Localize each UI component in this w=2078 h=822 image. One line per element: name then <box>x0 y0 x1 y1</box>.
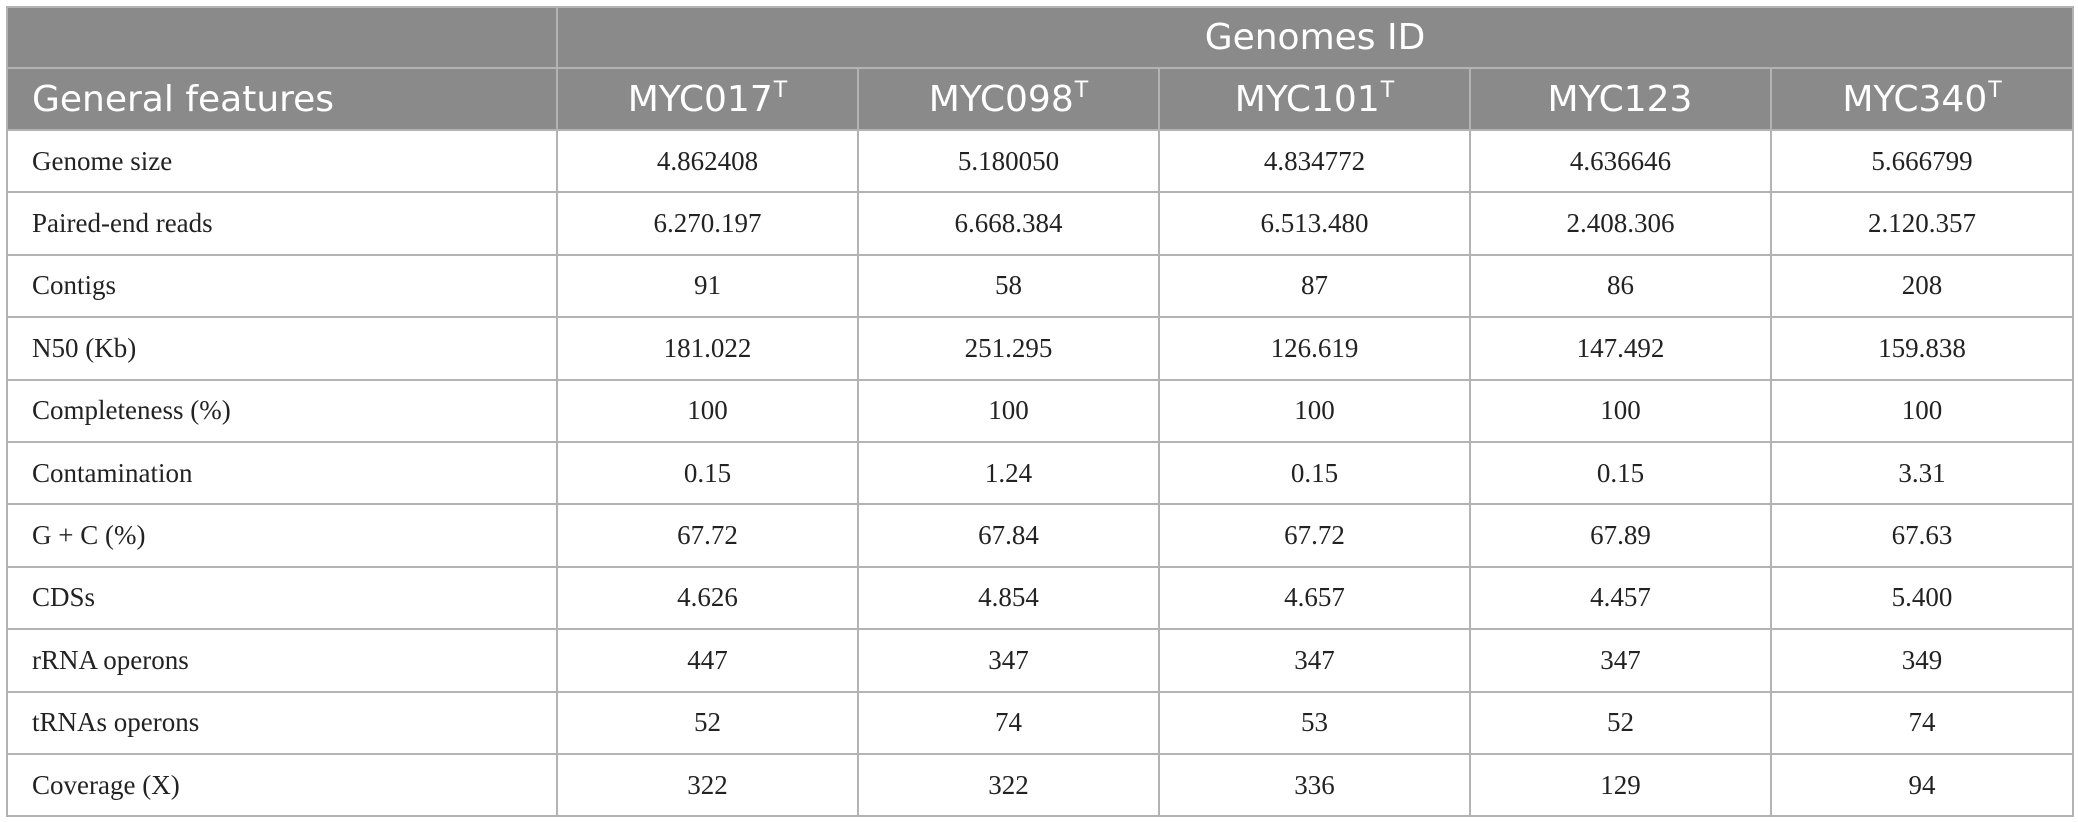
group-header-row: Genomes ID <box>6 6 2075 69</box>
table-cell: 208 <box>1769 253 2075 319</box>
table-row: tRNAs operons 52 74 53 52 74 <box>6 690 2075 755</box>
table-cell: 5.400 <box>1769 565 2075 631</box>
table-row: Genome size 4.862408 5.180050 4.834772 4.636… <box>6 128 2075 194</box>
table-cell: 4.457 <box>1469 565 1772 631</box>
table-cell: 2.408.306 <box>1469 191 1772 256</box>
row-label: Genome size <box>6 128 558 194</box>
column-header-id: MYC017 <box>627 79 773 120</box>
row-label: Contamination <box>6 440 558 506</box>
column-header-row: General features MYC017T MYC098T MYC101T… <box>6 67 2075 131</box>
table-row: rRNA operons 447 347 347 347 349 <box>6 628 2075 693</box>
table-cell: 3.31 <box>1769 440 2075 506</box>
table-cell: 67.84 <box>857 503 1160 568</box>
table-cell: 86 <box>1469 253 1772 319</box>
table-cell: 4.626 <box>556 565 859 631</box>
table-cell: 100 <box>1158 378 1471 443</box>
column-header: MYC123 <box>1469 67 1772 131</box>
column-header-id: MYC123 <box>1547 79 1693 120</box>
table-cell: 126.619 <box>1158 316 1471 381</box>
table-cell: 0.15 <box>556 440 859 506</box>
table-cell: 67.72 <box>1158 503 1471 568</box>
table-cell: 5.180050 <box>857 128 1160 194</box>
table-body: Genome size 4.862408 5.180050 4.834772 4.636… <box>6 128 2075 818</box>
table-cell: 347 <box>1469 628 1772 693</box>
table-cell: 6.270.197 <box>556 191 859 256</box>
table-cell: 159.838 <box>1769 316 2075 381</box>
row-label: CDSs <box>6 565 558 631</box>
table-row: Completeness (%) 100 100 100 100 100 <box>6 378 2075 443</box>
row-label: Coverage (X) <box>6 752 558 818</box>
table-row: Contigs 91 58 87 86 208 <box>6 253 2075 319</box>
genome-features-table: Genomes ID General features MYC017T MYC0… <box>6 6 2075 818</box>
table-row: Coverage (X) 322 322 336 129 94 <box>6 752 2075 818</box>
type-strain-superscript: T <box>1988 78 2002 103</box>
genomes-id-header: Genomes ID <box>555 6 2075 69</box>
column-header: MYC098T <box>857 67 1160 131</box>
table-cell: 6.668.384 <box>857 191 1160 256</box>
row-label: tRNAs operons <box>6 690 558 755</box>
row-label: N50 (Kb) <box>6 316 558 381</box>
table-cell: 91 <box>556 253 859 319</box>
genome-features-table-container: Genomes ID General features MYC017T MYC0… <box>6 6 2075 818</box>
table-cell: 74 <box>1769 690 2075 755</box>
header-empty-cell <box>6 6 558 69</box>
table-cell: 2.120.357 <box>1769 191 2075 256</box>
type-strain-superscript: T <box>1380 78 1395 103</box>
table-cell: 4.834772 <box>1158 128 1471 194</box>
table-cell: 6.513.480 <box>1158 191 1471 256</box>
table-cell: 322 <box>857 752 1160 818</box>
table-cell: 100 <box>1469 378 1772 443</box>
table-cell: 349 <box>1769 628 2075 693</box>
table-cell: 181.022 <box>556 316 859 381</box>
column-header-id: MYC098 <box>928 79 1074 120</box>
table-cell: 0.15 <box>1469 440 1772 506</box>
table-cell: 1.24 <box>857 440 1160 506</box>
table-cell: 0.15 <box>1158 440 1471 506</box>
type-strain-superscript: T <box>773 78 788 103</box>
column-header-id: MYC340 <box>1842 79 1988 120</box>
table-cell: 87 <box>1158 253 1471 319</box>
table-cell: 94 <box>1769 752 2075 818</box>
table-cell: 147.492 <box>1469 316 1772 381</box>
column-header: MYC101T <box>1158 67 1471 131</box>
table-cell: 52 <box>556 690 859 755</box>
table-cell: 67.72 <box>556 503 859 568</box>
table-row: CDSs 4.626 4.854 4.657 4.457 5.400 <box>6 565 2075 631</box>
table-cell: 53 <box>1158 690 1471 755</box>
table-cell: 100 <box>1769 378 2075 443</box>
table-cell: 52 <box>1469 690 1772 755</box>
table-cell: 322 <box>556 752 859 818</box>
table-cell: 336 <box>1158 752 1471 818</box>
table-cell: 347 <box>857 628 1160 693</box>
table-row: G + C (%) 67.72 67.84 67.72 67.89 67.63 <box>6 503 2075 568</box>
column-header-id: MYC101 <box>1234 79 1380 120</box>
table-cell: 4.636646 <box>1469 128 1772 194</box>
table-cell: 74 <box>857 690 1160 755</box>
row-label: G + C (%) <box>6 503 558 568</box>
table-cell: 58 <box>857 253 1160 319</box>
row-label: Paired-end reads <box>6 191 558 256</box>
type-strain-superscript: T <box>1074 78 1089 103</box>
table-cell: 129 <box>1469 752 1772 818</box>
table-cell: 251.295 <box>857 316 1160 381</box>
table-cell: 447 <box>556 628 859 693</box>
table-cell: 4.657 <box>1158 565 1471 631</box>
table-cell: 100 <box>556 378 859 443</box>
table-row: Contamination 0.15 1.24 0.15 0.15 3.31 <box>6 440 2075 506</box>
row-label: rRNA operons <box>6 628 558 693</box>
table-cell: 67.89 <box>1469 503 1772 568</box>
table-cell: 67.63 <box>1769 503 2075 568</box>
column-header: MYC340T <box>1769 67 2075 131</box>
table-cell: 100 <box>857 378 1160 443</box>
table-cell: 4.854 <box>857 565 1160 631</box>
table-row: Paired-end reads 6.270.197 6.668.384 6.513.… <box>6 191 2075 256</box>
table-cell: 4.862408 <box>556 128 859 194</box>
row-label: Completeness (%) <box>6 378 558 443</box>
table-cell: 347 <box>1158 628 1471 693</box>
table-cell: 5.666799 <box>1769 128 2075 194</box>
general-features-header: General features <box>6 67 558 131</box>
table-row: N50 (Kb) 181.022 251.295 126.619 147.492 159.… <box>6 316 2075 381</box>
column-header: MYC017T <box>556 67 859 131</box>
row-label: Contigs <box>6 253 558 319</box>
